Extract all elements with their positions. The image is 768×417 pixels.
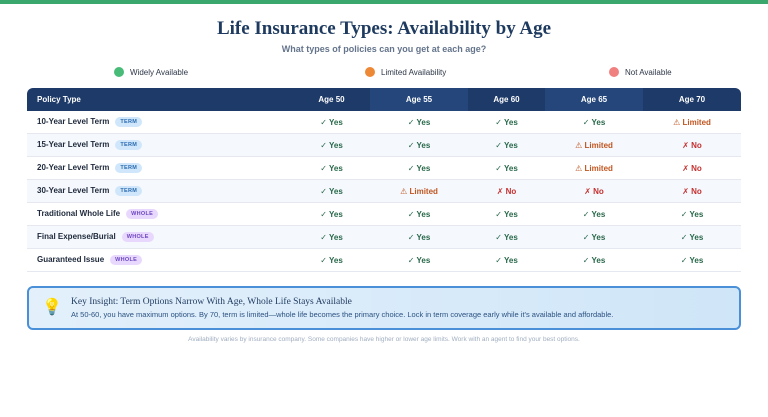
policy-cell: 15-Year Level Term TERM <box>27 133 293 157</box>
legend-label: Not Available <box>625 67 672 77</box>
legend-dot <box>114 67 124 77</box>
availability-cell: ✓ Yes <box>545 248 643 272</box>
policy-name: 10-Year Level Term <box>37 117 110 127</box>
availability-cell: ✓ Yes <box>468 225 545 249</box>
legend-item: Not Available <box>609 67 672 77</box>
column-header: Age 55 <box>370 88 468 111</box>
policy-name: 20-Year Level Term <box>37 163 110 173</box>
table-row: 30-Year Level Term TERM ✓ Yes ⚠ Limited ✗ No… <box>27 179 741 203</box>
availability-cell: ✓ Yes <box>293 225 370 249</box>
availability-cell: ✓ Yes <box>293 202 370 226</box>
availability-cell: ✗ No <box>545 179 643 203</box>
availability-cell: ✓ Yes <box>468 111 545 134</box>
policy-badge: TERM <box>115 117 143 127</box>
column-header: Age 60 <box>468 88 545 111</box>
policy-name: Final Expense/Burial <box>37 232 116 242</box>
policy-badge: TERM <box>115 140 143 150</box>
availability-cell: ✓ Yes <box>293 156 370 180</box>
footer-note: Availability varies by insurance company… <box>188 336 580 343</box>
availability-cell: ✓ Yes <box>370 111 468 134</box>
policy-cell: Traditional Whole Life WHOLE <box>27 202 293 226</box>
availability-cell: ✓ Yes <box>545 111 643 134</box>
availability-cell: ✓ Yes <box>468 248 545 272</box>
policy-badge: TERM <box>115 186 143 196</box>
legend-item: Limited Availability <box>365 67 446 77</box>
policy-badge: WHOLE <box>121 232 154 242</box>
availability-cell: ✓ Yes <box>643 202 741 226</box>
policy-cell: 20-Year Level Term TERM <box>27 156 293 180</box>
availability-cell: ✗ No <box>643 179 741 203</box>
policy-name: 15-Year Level Term <box>37 140 110 150</box>
availability-cell: ✓ Yes <box>643 225 741 249</box>
table-row: Guaranteed Issue WHOLE ✓ Yes ✓ Yes ✓ Yes ✓ Ye… <box>27 248 741 272</box>
availability-cell: ✓ Yes <box>293 111 370 134</box>
availability-cell: ✓ Yes <box>370 248 468 272</box>
policy-cell: 10-Year Level Term TERM <box>27 111 293 134</box>
top-bar <box>0 0 768 4</box>
subtitle: What types of policies can you get at ea… <box>281 44 487 54</box>
insight-title: Key Insight: Term Options Narrow With Ag… <box>71 297 352 307</box>
policy-cell: Final Expense/Burial WHOLE <box>27 225 293 249</box>
availability-cell: ✓ Yes <box>468 202 545 226</box>
availability-cell: ✓ Yes <box>370 133 468 157</box>
insight-text: At 50-60, you have maximum options. By 7… <box>71 310 614 319</box>
column-header: Age 50 <box>293 88 370 111</box>
table-row: Final Expense/Burial WHOLE ✓ Yes ✓ Yes ✓ Yes… <box>27 225 741 249</box>
legend-dot <box>609 67 619 77</box>
policy-cell: Guaranteed Issue WHOLE <box>27 248 293 272</box>
availability-cell: ✓ Yes <box>468 133 545 157</box>
insight-box: 💡 Key Insight: Term Options Narrow With … <box>27 286 741 330</box>
availability-cell: ⚠ Limited <box>370 179 468 203</box>
title: Life Insurance Types: Availability by Ag… <box>216 18 552 39</box>
insight-icon: 💡 <box>42 299 62 316</box>
header-row: Policy Type Age 50 Age 55 Age 60 Age 65 Age 7… <box>27 88 741 111</box>
availability-cell: ✓ Yes <box>545 225 643 249</box>
legend-item: Widely Available <box>114 67 188 77</box>
table-row: 20-Year Level Term TERM ✓ Yes ✓ Yes ✓ Yes ⚠ L… <box>27 156 741 180</box>
availability-cell: ✓ Yes <box>293 248 370 272</box>
policy-name: Traditional Whole Life <box>37 209 121 219</box>
column-header: Age 65 <box>545 88 643 111</box>
availability-cell: ✓ Yes <box>370 225 468 249</box>
availability-table: Policy Type Age 50 Age 55 Age 60 Age 65 Age 7… <box>27 88 741 272</box>
legend-label: Widely Available <box>130 67 189 77</box>
availability-cell: ✓ Yes <box>293 133 370 157</box>
table-body: 10-Year Level Term TERM ✓ Yes ✓ Yes ✓ Yes ✓ Y… <box>27 111 741 272</box>
availability-cell: ✓ Yes <box>468 156 545 180</box>
availability-cell: ✗ No <box>643 156 741 180</box>
availability-cell: ⚠ Limited <box>545 156 643 180</box>
availability-cell: ✗ No <box>643 133 741 157</box>
table-row: 10-Year Level Term TERM ✓ Yes ✓ Yes ✓ Yes ✓ Y… <box>27 111 741 134</box>
legend-dot <box>365 67 375 77</box>
policy-badge: WHOLE <box>126 209 159 219</box>
availability-cell: ✓ Yes <box>545 202 643 226</box>
policy-badge: TERM <box>115 163 143 173</box>
availability-cell: ✓ Yes <box>370 202 468 226</box>
legend-label: Limited Availability <box>381 67 447 77</box>
availability-cell: ⚠ Limited <box>545 133 643 157</box>
table-row: 15-Year Level Term TERM ✓ Yes ✓ Yes ✓ Yes ⚠ L… <box>27 133 741 157</box>
policy-cell: 30-Year Level Term TERM <box>27 179 293 203</box>
policy-name: 30-Year Level Term <box>37 186 110 196</box>
policy-name: Guaranteed Issue <box>37 255 105 265</box>
availability-cell: ⚠ Limited <box>643 111 741 134</box>
column-header: Age 70 <box>643 88 741 111</box>
policy-badge: WHOLE <box>110 255 143 265</box>
availability-cell: ✗ No <box>468 179 545 203</box>
availability-cell: ✓ Yes <box>293 179 370 203</box>
column-header: Policy Type <box>27 88 293 111</box>
availability-cell: ✓ Yes <box>643 248 741 272</box>
availability-cell: ✓ Yes <box>370 156 468 180</box>
table-row: Traditional Whole Life WHOLE ✓ Yes ✓ Yes ✓ Y… <box>27 202 741 226</box>
